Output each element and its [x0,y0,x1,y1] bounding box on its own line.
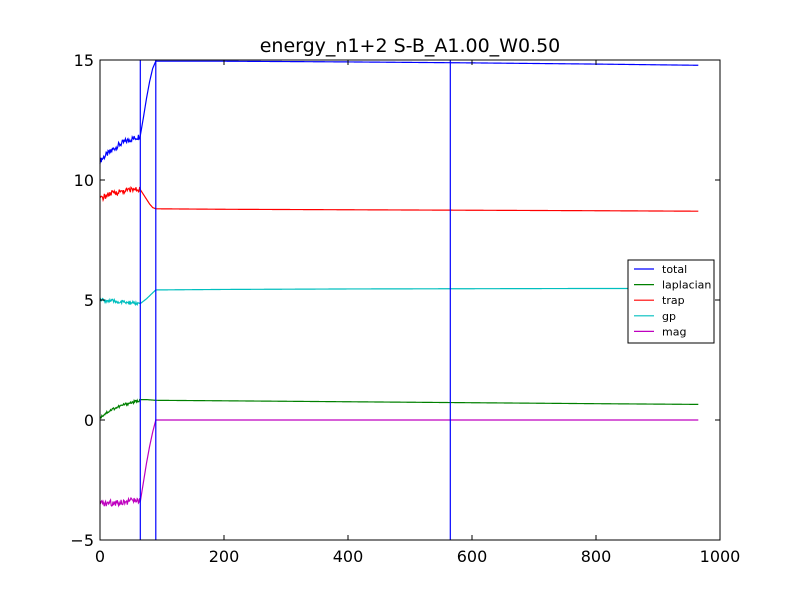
plot-area [100,60,720,540]
x-tick-label: 400 [333,547,364,566]
legend-label-mag: mag [662,325,686,338]
series-line-total [99,60,699,164]
series-line-trap [99,186,699,212]
y-tick-label: 15 [74,51,94,70]
x-tick-label: 800 [581,547,612,566]
x-tick-label: 1000 [700,547,741,566]
x-tick-label: 0 [95,547,105,566]
series-layer [99,60,699,508]
legend-label-trap: trap [662,294,685,307]
series-line-laplacian [99,398,699,419]
legend-label-laplacian: laplacian [662,279,711,292]
legend-label-total: total [662,263,687,276]
legend: total laplacian trap gp mag [627,259,715,344]
x-tick-label: 600 [457,547,488,566]
y-tick-label: 0 [84,411,94,430]
y-tick-label: 10 [74,171,94,190]
x-tick-label: 200 [209,547,240,566]
y-tick-label: 5 [84,291,94,310]
chart-title: energy_n1+2 S-B_A1.00_W0.50 [260,35,561,57]
series-line-mag [99,419,699,508]
legend-box [627,259,715,344]
y-tick-label: −5 [70,531,94,550]
series-line-gp [99,287,699,307]
legend-label-gp: gp [662,310,676,323]
vertical-line-layer [139,60,451,540]
